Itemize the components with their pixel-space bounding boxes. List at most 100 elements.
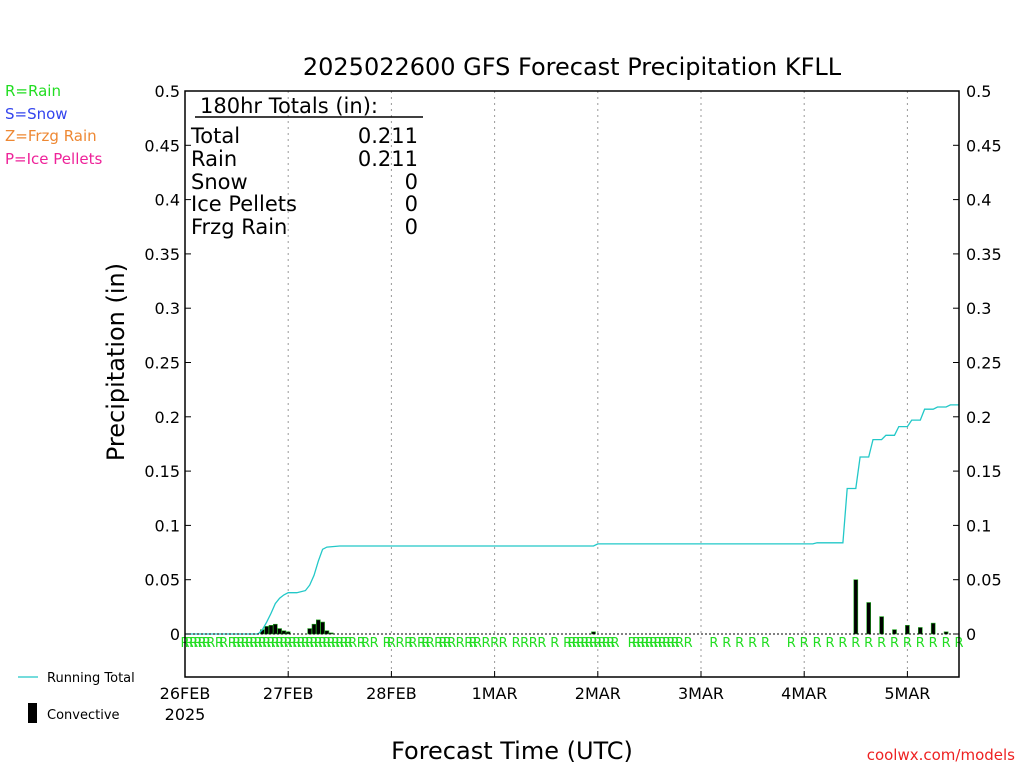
x-tick-label: 5MAR [884,684,930,703]
rain-marker: R [529,636,538,651]
precip-bar [930,622,936,635]
y-tick-label-right: 0.3 [966,299,991,318]
rain-marker: R [662,636,671,651]
precip-bar [272,623,278,635]
totals-label: Ice Pellets [191,192,297,216]
x-tick-label: 27FEB [263,684,314,703]
y-tick-label-left: 0.05 [144,571,180,590]
rain-marker: R [215,636,224,651]
rain-marker: R [632,636,641,651]
y-tick-label-right: 0.1 [966,516,991,535]
x-tick-label: 3MAR [678,684,724,703]
y-tick-label-right: 0.05 [966,571,1002,590]
y-tick-label-left: 0.2 [155,408,180,427]
rain-marker: R [434,636,443,651]
totals-row-ice-pellets: Ice Pellets 0 [191,192,418,216]
precip-bar [277,628,282,635]
rain-marker: R [684,636,693,651]
rain-marker: R [520,636,529,651]
rain-marker: R [636,636,645,651]
rain-marker: R [275,636,284,651]
rain-marker: R [387,636,396,651]
y-tick-label-left: 0.1 [155,516,180,535]
rain-marker: R [271,636,280,651]
rain-marker: R [589,636,598,651]
rain-marker: R [481,636,490,651]
rain-marker: R [241,636,250,651]
rain-marker: R [318,636,327,651]
totals-label: Snow [191,170,248,194]
rain-marker: R [499,636,508,651]
rain-marker: R [825,636,834,651]
rain-marker: R [649,636,658,651]
rain-marker: R [404,636,413,651]
y-tick-label-left: 0.25 [144,354,180,373]
totals-row-snow: Snow 0 [191,170,418,194]
rain-marker: R [262,636,271,651]
rain-marker: R [658,636,667,651]
rain-marker: R [279,636,288,651]
plot-frame [184,90,960,678]
rain-marker: R [447,636,456,651]
precip-type-legend: R=Rain S=Snow Z=Frzg Rain P=Ice Pellets [5,82,102,168]
rain-marker: R [245,636,254,651]
credit-text: coolwx.com/models [867,746,1015,764]
rain-marker: R [929,636,938,651]
totals-row-frzg-rain: Frzg Rain 0 [191,215,418,239]
totals-value: 0 [405,170,418,194]
totals-header: 180hr Totals (in): [200,94,378,118]
running-total-label: Running Total [47,671,135,686]
chart-title: 2025022600 GFS Forecast Precipitation KF… [303,53,842,81]
precip-bar [328,632,334,635]
rain-marker: R [322,636,331,651]
rain-marker: R [903,636,912,651]
legend-rain: R=Rain [5,82,61,100]
y-axis-ticks: 0 00.05 0.050.1 0.10.15 0.150.2 0.20.25 0.250.… [144,82,1001,644]
precip-bar [320,621,325,635]
rain-marker: R [800,636,809,651]
rain-marker: R [456,636,465,651]
precip-bar [264,626,270,635]
rain-marker: R [709,636,718,651]
totals-value: 0.211 [358,124,418,148]
totals-label: Rain [191,147,237,171]
y-tick-label-left: 0.45 [144,136,180,155]
precip-bar [892,629,897,635]
rain-marker: R [202,636,211,651]
rain-marker: R [598,636,607,651]
rain-marker: R [340,636,349,651]
rain-marker: R [370,636,379,651]
y-tick-label-left: 0.35 [144,245,180,264]
rain-marker: R [851,636,860,651]
y-tick-label-right: 0.2 [966,408,991,427]
rain-marker: R [288,636,297,651]
rain-marker: R [722,636,731,651]
rain-marker: R [490,636,499,651]
totals-row-rain: Rain 0.211 [191,147,418,171]
rain-marker: R [344,636,353,651]
rain-marker: R [309,636,318,651]
precip-bar [285,631,291,635]
rain-marker: R [877,636,886,651]
y-tick-label-right: 0.35 [966,245,1002,264]
precip-bar [879,616,884,635]
rain-marker: R [357,636,366,651]
x-axis-label: Forecast Time (UTC) [391,737,633,765]
rain-marker: R [301,636,310,651]
rain-marker: R [653,636,662,651]
rain-marker: R [550,636,559,651]
y-tick-label-left: 0.15 [144,462,180,481]
rain-marker: R [443,636,452,651]
rain-marker: R [563,636,572,651]
x-tick-label: 4MAR [781,684,827,703]
y-axis-label: Precipitation (in) [102,263,130,461]
x-tick-label: 1MAR [472,684,518,703]
x-tick-label: 2MAR [575,684,621,703]
rain-marker: R [585,636,594,651]
rain-marker: R [292,636,301,651]
rain-marker: R [236,636,245,651]
rain-marker: R [748,636,757,651]
rain-marker: R [408,636,417,651]
